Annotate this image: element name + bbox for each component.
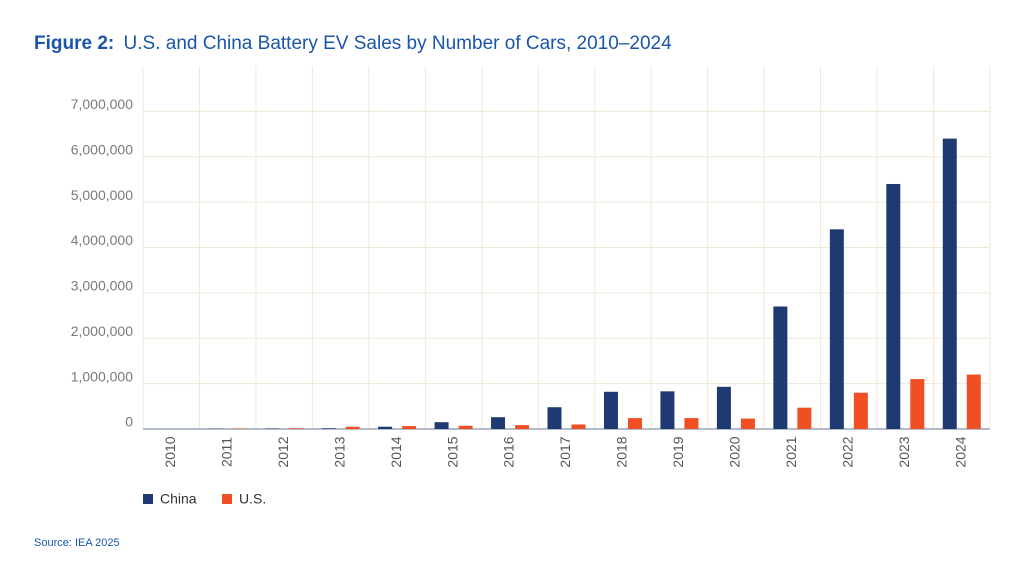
x-tick-label: 2020: [727, 436, 743, 467]
x-tick-label: 2016: [501, 436, 517, 467]
bar: [966, 374, 981, 429]
x-tick-label: 2021: [783, 436, 799, 467]
x-tick-label: 2010: [162, 436, 178, 467]
bar: [345, 426, 360, 429]
x-tick-label: 2023: [896, 436, 912, 467]
bar: [434, 422, 449, 429]
bar: [547, 407, 562, 429]
bar: [491, 417, 506, 429]
bar: [603, 391, 618, 429]
x-tick-label: 2013: [331, 436, 347, 467]
y-tick-label: 3,000,000: [71, 278, 133, 294]
legend-label: U.S.: [239, 491, 266, 507]
bar: [853, 392, 868, 429]
x-tick-label: 2018: [614, 436, 630, 467]
title: Figure 2: U.S. and China Battery EV Sale…: [34, 33, 672, 54]
bar: [797, 407, 812, 429]
legend-label: China: [160, 491, 197, 507]
source-note: Source: IEA 2025: [34, 537, 120, 549]
bar: [378, 426, 393, 429]
y-tick-label: 4,000,000: [71, 232, 133, 248]
bar: [886, 183, 901, 429]
y-tick-label: 5,000,000: [71, 187, 133, 203]
bar: [402, 426, 417, 429]
x-tick-label: 2012: [275, 436, 291, 467]
y-tick-label: 2,000,000: [71, 323, 133, 339]
y-tick-label: 1,000,000: [71, 368, 133, 384]
bar: [289, 428, 304, 429]
legend-swatch: [222, 494, 232, 504]
y-tick-label: 0: [125, 414, 133, 430]
x-tick-label: 2024: [952, 436, 968, 467]
bar: [740, 418, 755, 429]
bar: [716, 386, 731, 429]
bar: [571, 424, 586, 429]
x-tick-label: 2019: [670, 436, 686, 467]
bar: [627, 418, 642, 429]
bar: [660, 391, 675, 429]
bar: [321, 428, 336, 429]
bar: [515, 425, 530, 429]
bar: [829, 229, 844, 429]
x-tick-label: 2017: [557, 436, 573, 467]
bar: [684, 418, 699, 429]
x-tick-label: 2022: [840, 436, 856, 467]
y-tick-label: 6,000,000: [71, 141, 133, 157]
bar: [458, 425, 473, 429]
x-tick-label: 2015: [444, 436, 460, 467]
figure-label: Figure 2:: [34, 33, 114, 54]
bar: [773, 306, 788, 429]
x-tick-label: 2011: [218, 437, 234, 467]
x-tick-label: 2014: [388, 436, 404, 467]
legend-swatch: [143, 494, 153, 504]
bar: [942, 138, 957, 429]
bar: [910, 379, 925, 429]
y-tick-label: 7,000,000: [71, 96, 133, 112]
chart-title: U.S. and China Battery EV Sales by Numbe…: [124, 33, 673, 54]
